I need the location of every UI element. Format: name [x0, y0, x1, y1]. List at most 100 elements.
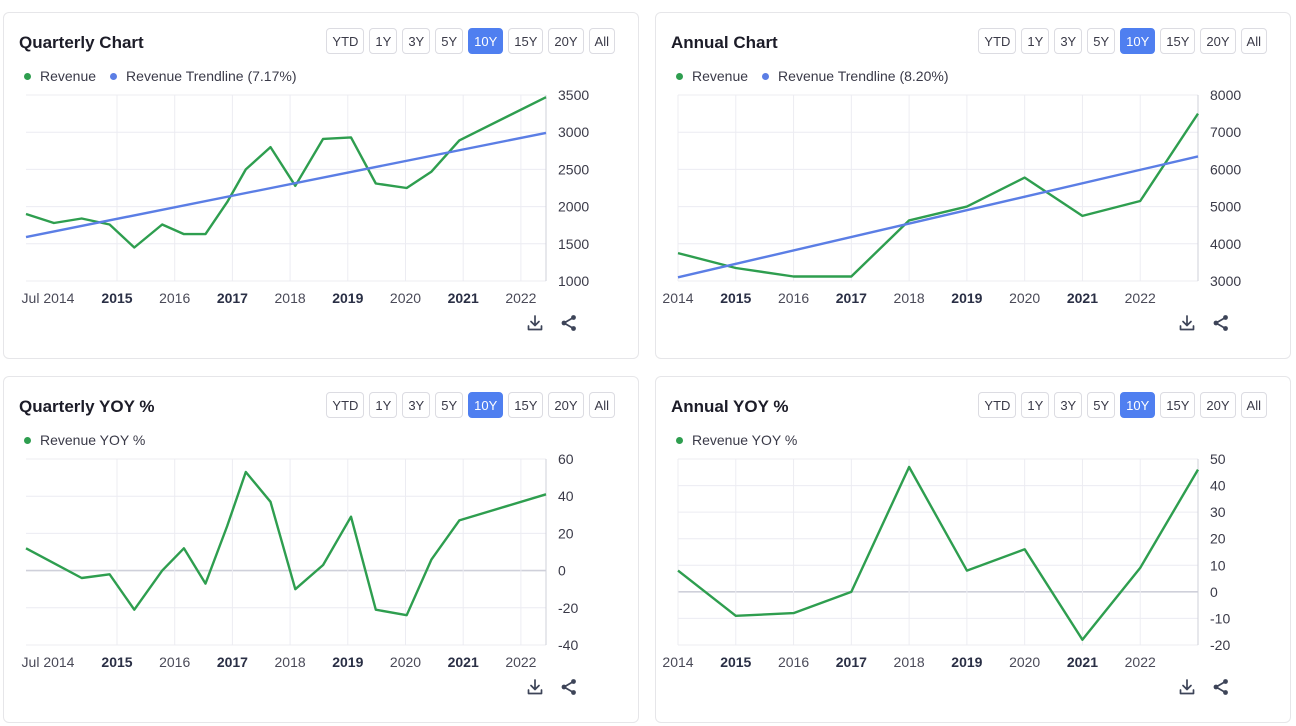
- legend-item-revenue[interactable]: Revenue: [24, 68, 96, 84]
- x-tick-label: 2019: [951, 290, 982, 306]
- range-button-1y[interactable]: 1Y: [369, 28, 398, 54]
- range-button-all[interactable]: All: [588, 28, 615, 54]
- x-tick-label: 2020: [1009, 654, 1040, 670]
- x-tick-label: 2021: [1067, 654, 1098, 670]
- chart-plot: -40 -20 0 20 40 60 Jul 2014 2015 2016 2017 2018 201…: [22, 451, 579, 670]
- range-button-10y[interactable]: 10Y: [468, 392, 504, 418]
- y-tick-label: 8000: [1210, 87, 1241, 103]
- range-button-20y[interactable]: 20Y: [1200, 392, 1236, 418]
- chart-legend: Revenue YOY %: [676, 432, 797, 448]
- range-button-10y[interactable]: 10Y: [468, 28, 504, 54]
- legend-dot-icon: [762, 72, 770, 80]
- x-tick-label: 2017: [836, 654, 867, 670]
- y-tick-label: 2000: [558, 199, 589, 215]
- range-button-15y[interactable]: 15Y: [508, 392, 544, 418]
- range-button-15y[interactable]: 15Y: [1160, 392, 1196, 418]
- legend-item-trendline[interactable]: Revenue Trendline (8.20%): [762, 68, 948, 84]
- legend-item-revenue-yoy[interactable]: Revenue YOY %: [676, 432, 797, 448]
- x-tick-label: 2014: [662, 290, 693, 306]
- range-button-all[interactable]: All: [588, 392, 615, 418]
- card-quarterly-chart: Quarterly Chart YTD 1Y 3Y 5Y 10Y 15Y 20Y All Re…: [3, 12, 639, 359]
- x-tick-label: 2016: [159, 290, 190, 306]
- range-button-all[interactable]: All: [1240, 392, 1267, 418]
- range-selector: YTD 1Y 3Y 5Y 10Y 15Y 20Y All: [326, 392, 615, 418]
- range-button-ytd[interactable]: YTD: [978, 28, 1017, 54]
- download-icon[interactable]: [1177, 313, 1197, 333]
- range-button-5y[interactable]: 5Y: [435, 392, 464, 418]
- y-tick-label: 30: [1210, 504, 1226, 520]
- range-selector: YTD 1Y 3Y 5Y 10Y 15Y 20Y All: [978, 28, 1267, 54]
- x-tick-label: 2018: [275, 290, 306, 306]
- range-button-5y[interactable]: 5Y: [435, 28, 464, 54]
- x-tick-label: 2019: [332, 290, 363, 306]
- y-tick-label: -10: [1210, 610, 1230, 626]
- legend-dot-icon: [24, 72, 31, 80]
- range-button-20y[interactable]: 20Y: [1200, 28, 1236, 54]
- y-tick-label: 3000: [558, 124, 589, 140]
- y-tick-label: 1000: [558, 273, 589, 289]
- x-tick-label: 2018: [275, 654, 306, 670]
- legend-dot-icon: [24, 436, 31, 444]
- range-button-3y[interactable]: 3Y: [402, 392, 431, 418]
- range-button-5y[interactable]: 5Y: [1087, 392, 1116, 418]
- revenue-series-line: [677, 112, 1200, 278]
- x-tick-label: 2016: [778, 654, 809, 670]
- range-button-3y[interactable]: 3Y: [1054, 28, 1083, 54]
- x-tick-label: 2018: [894, 654, 925, 670]
- trendline-series: [25, 131, 547, 239]
- chart-title: Quarterly Chart: [19, 33, 144, 52]
- range-button-ytd[interactable]: YTD: [978, 392, 1017, 418]
- legend-label: Revenue Trendline (8.20%): [778, 68, 949, 84]
- download-icon[interactable]: [525, 313, 545, 333]
- y-tick-label: -40: [558, 637, 578, 653]
- range-selector: YTD 1Y 3Y 5Y 10Y 15Y 20Y All: [326, 28, 615, 54]
- range-button-20y[interactable]: 20Y: [548, 28, 584, 54]
- y-tick-label: 1500: [558, 236, 589, 252]
- y-tick-label: 2500: [558, 161, 589, 177]
- chart-title: Quarterly YOY %: [19, 397, 155, 416]
- x-tick-label: 2014: [662, 654, 693, 670]
- range-button-10y[interactable]: 10Y: [1120, 392, 1156, 418]
- download-icon[interactable]: [525, 677, 545, 697]
- legend-label: Revenue: [40, 68, 97, 84]
- x-tick-label: 2016: [778, 290, 809, 306]
- chart-plot: -20 -10 0 10 20 30 40 50 2014 2015 2016 2017 2018 201…: [662, 451, 1230, 670]
- chart-legend: Revenue Revenue Trendline (7.17%): [24, 68, 296, 84]
- share-icon[interactable]: [1211, 677, 1231, 697]
- y-tick-label: 6000: [1210, 161, 1241, 177]
- legend-dot-icon: [676, 72, 683, 80]
- range-button-5y[interactable]: 5Y: [1087, 28, 1116, 54]
- range-button-1y[interactable]: 1Y: [1021, 392, 1050, 418]
- range-button-1y[interactable]: 1Y: [369, 392, 398, 418]
- share-icon[interactable]: [1211, 313, 1231, 333]
- y-tick-label: 10: [1210, 557, 1226, 573]
- legend-item-revenue[interactable]: Revenue: [676, 68, 748, 84]
- range-button-15y[interactable]: 15Y: [508, 28, 544, 54]
- y-tick-label: 40: [1210, 478, 1226, 494]
- chart-plot: 3000 4000 5000 6000 7000 8000 2014 2015 2016 2017…: [662, 87, 1241, 306]
- x-tick-label: 2017: [836, 290, 867, 306]
- share-icon[interactable]: [559, 313, 579, 333]
- range-button-1y[interactable]: 1Y: [1021, 28, 1050, 54]
- legend-item-revenue-yoy[interactable]: Revenue YOY %: [24, 432, 145, 448]
- range-button-3y[interactable]: 3Y: [1054, 392, 1083, 418]
- card-annual-yoy: Annual YOY % YTD 1Y 3Y 5Y 10Y 15Y 20Y All Reven…: [655, 376, 1291, 723]
- x-tick-label: 2021: [448, 654, 479, 670]
- range-button-3y[interactable]: 3Y: [402, 28, 431, 54]
- range-button-all[interactable]: All: [1240, 28, 1267, 54]
- legend-label: Revenue YOY %: [692, 432, 798, 448]
- x-tick-label: 2019: [332, 654, 363, 670]
- download-icon[interactable]: [1177, 677, 1197, 697]
- chart-legend: Revenue YOY %: [24, 432, 145, 448]
- x-tick-label: 2022: [505, 654, 536, 670]
- legend-item-trendline[interactable]: Revenue Trendline (7.17%): [110, 68, 296, 84]
- range-button-20y[interactable]: 20Y: [548, 392, 584, 418]
- share-icon[interactable]: [559, 677, 579, 697]
- range-button-15y[interactable]: 15Y: [1160, 28, 1196, 54]
- y-tick-label: -20: [558, 600, 578, 616]
- range-button-10y[interactable]: 10Y: [1120, 28, 1156, 54]
- x-tick-label: 2015: [101, 290, 132, 306]
- y-tick-label: 4000: [1210, 236, 1241, 252]
- range-button-ytd[interactable]: YTD: [326, 392, 365, 418]
- range-button-ytd[interactable]: YTD: [326, 28, 365, 54]
